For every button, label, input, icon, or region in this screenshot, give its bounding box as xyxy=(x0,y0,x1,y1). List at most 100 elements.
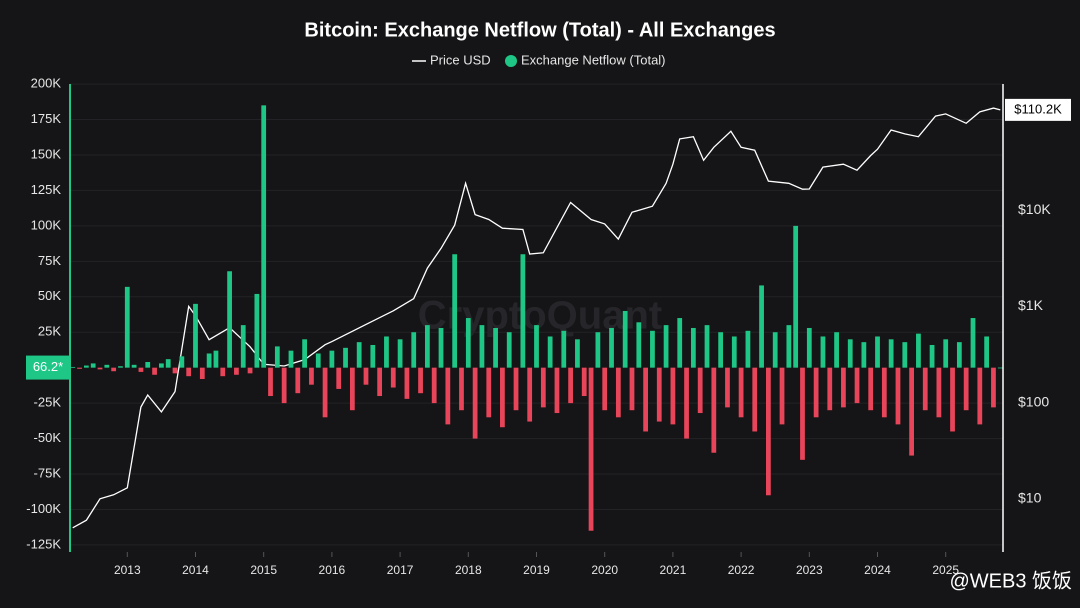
bar xyxy=(540,367,546,408)
price-badge xyxy=(1005,98,1071,121)
bar xyxy=(465,318,471,368)
bar xyxy=(159,363,164,368)
bar xyxy=(83,365,89,368)
x-tick-label: 2015 xyxy=(250,563,277,577)
bar xyxy=(711,367,717,453)
bar xyxy=(636,322,642,368)
bar xyxy=(349,367,355,411)
bar xyxy=(513,367,519,411)
bar xyxy=(575,339,580,368)
grid xyxy=(70,83,1003,546)
x-tick-label: 2016 xyxy=(319,563,346,577)
bar xyxy=(786,325,792,368)
netflow-badge-label: 66.2* xyxy=(33,359,63,374)
bar xyxy=(220,367,226,377)
bar xyxy=(281,367,287,404)
bar xyxy=(588,367,594,531)
bar xyxy=(602,367,608,411)
bar xyxy=(888,339,894,368)
y-tick-label: -50K xyxy=(34,430,62,445)
bar xyxy=(356,342,362,368)
watermark: CryptoQuant xyxy=(418,294,662,338)
bar xyxy=(431,367,437,404)
x-tick-label: 2018 xyxy=(455,563,482,577)
bar xyxy=(984,336,990,368)
bar xyxy=(793,225,799,368)
bar xyxy=(288,350,294,368)
bar xyxy=(452,254,458,368)
chart-title: Bitcoin: Exchange Netflow (Total) - All … xyxy=(304,19,775,41)
bar xyxy=(581,367,587,397)
legend: Price USD Exchange Netflow (Total) xyxy=(412,52,666,67)
bar xyxy=(759,285,764,368)
bar xyxy=(118,366,123,368)
bar xyxy=(738,367,744,418)
bar xyxy=(418,367,423,394)
bar xyxy=(875,336,880,368)
bar xyxy=(213,350,219,368)
bar xyxy=(704,325,710,368)
legend-label: Exchange Netflow (Total) xyxy=(521,52,666,67)
x-tick-label: 2023 xyxy=(796,563,823,577)
bar xyxy=(963,367,969,411)
bar xyxy=(827,367,833,411)
bar xyxy=(377,367,383,397)
bar xyxy=(404,367,410,399)
y-tick-label: 200K xyxy=(31,76,62,91)
bar xyxy=(90,363,96,368)
bar xyxy=(199,367,205,380)
bar xyxy=(493,327,498,368)
bar xyxy=(124,286,130,368)
bar xyxy=(390,367,396,388)
y-tick-label: 50K xyxy=(38,288,61,303)
netflow-badge xyxy=(26,355,70,380)
bar xyxy=(295,367,301,394)
bar xyxy=(895,367,901,425)
y-tick-label: -100K xyxy=(26,501,61,516)
bar xyxy=(902,342,908,368)
bar xyxy=(520,254,526,368)
y-tick-label: 125K xyxy=(31,182,62,197)
bar xyxy=(820,336,826,368)
bar xyxy=(247,367,253,374)
bar xyxy=(752,367,758,432)
bar xyxy=(622,310,628,368)
x-tick-label: 2024 xyxy=(864,563,891,577)
bar xyxy=(445,367,451,425)
bar xyxy=(970,318,976,368)
bar xyxy=(384,336,389,368)
bar xyxy=(500,367,505,428)
y-tick-label: -25K xyxy=(34,395,62,410)
bar xyxy=(302,339,307,368)
bar xyxy=(663,325,669,368)
bar xyxy=(861,342,867,368)
bar xyxy=(881,367,887,418)
bar xyxy=(916,333,921,368)
bar xyxy=(152,367,157,375)
y2-tick-label: $10 xyxy=(1018,490,1042,506)
bar xyxy=(670,367,676,425)
bar xyxy=(370,344,376,368)
bar xyxy=(922,367,928,411)
bar xyxy=(697,367,703,414)
bar xyxy=(718,332,724,368)
x-tick-label: 2017 xyxy=(387,563,414,577)
bar xyxy=(684,367,689,439)
bar xyxy=(929,344,935,368)
bar xyxy=(131,364,137,368)
legend-dot xyxy=(505,55,517,67)
bar xyxy=(111,367,117,372)
bar xyxy=(397,339,403,368)
bar xyxy=(731,336,737,368)
bar xyxy=(561,330,567,368)
bar xyxy=(186,367,192,377)
bar xyxy=(343,347,348,368)
bar xyxy=(77,367,82,369)
bar xyxy=(909,367,914,456)
bar xyxy=(486,367,492,418)
bar xyxy=(329,350,335,368)
bar xyxy=(315,353,321,368)
bar xyxy=(977,367,983,425)
bar xyxy=(193,303,198,368)
